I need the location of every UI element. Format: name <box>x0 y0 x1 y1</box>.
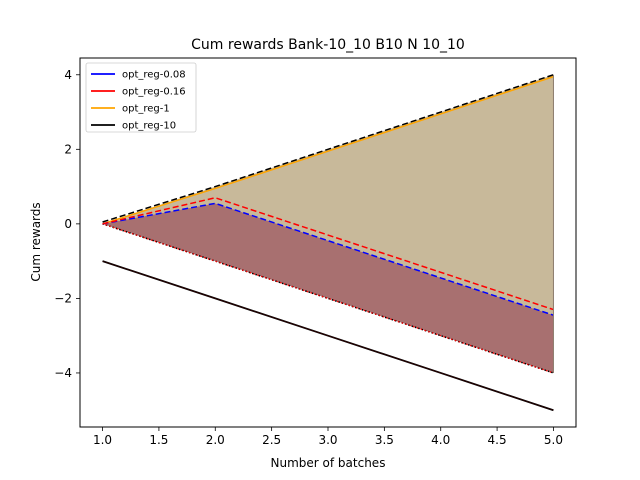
y-tick-label: 4 <box>64 68 72 82</box>
x-tick-label: 3.5 <box>375 433 394 447</box>
x-axis-label: Number of batches <box>271 456 386 470</box>
y-tick-label: −2 <box>54 291 72 305</box>
legend-box <box>85 62 197 133</box>
x-tick-label: 1.5 <box>149 433 168 447</box>
y-tick-label: −4 <box>54 366 72 380</box>
legend-label-opt-reg-1: opt_reg-1 <box>122 104 170 115</box>
x-tick-label: 2.0 <box>206 433 225 447</box>
y-axis: 4 2 0 −2 −4 <box>54 68 80 380</box>
legend-label-opt-reg-0-08: opt_reg-0.08 <box>122 70 186 81</box>
x-axis: 1.0 1.5 2.0 2.5 3.0 3.5 4.0 4.5 5.0 <box>93 427 563 447</box>
confidence-bands <box>102 74 554 373</box>
x-tick-label: 5.0 <box>544 433 563 447</box>
chart-title: Cum rewards Bank-10_10 B10 N 10_10 <box>191 37 465 53</box>
y-tick-label: 0 <box>64 217 72 231</box>
legend-label-opt-reg-0-16: opt_reg-0.16 <box>122 87 186 98</box>
x-tick-label: 3.0 <box>318 433 337 447</box>
x-tick-label: 1.0 <box>93 433 112 447</box>
y-tick-label: 2 <box>64 142 72 156</box>
series-lines <box>102 74 554 412</box>
opt_reg-10-upper-bound <box>102 74 554 223</box>
opt_reg-10-line-overlay <box>102 260 554 411</box>
opt_reg-0.16-line <box>102 196 554 311</box>
opt_reg-0.16-lower-bound <box>102 223 554 374</box>
opt_reg-0.08-line <box>102 202 554 316</box>
x-tick-label: 4.0 <box>431 433 450 447</box>
lower-band <box>102 203 554 373</box>
opt_reg-1-line <box>102 75 554 225</box>
x-tick-label: 4.5 <box>488 433 507 447</box>
upper-band <box>102 74 554 316</box>
legend: opt_reg-0.08 opt_reg-0.16 opt_reg-1 opt_reg… <box>85 62 197 133</box>
y-axis-label: Cum rewards <box>29 202 43 281</box>
x-tick-label: 2.5 <box>262 433 281 447</box>
legend-label-opt-reg-10: opt_reg-10 <box>122 121 176 132</box>
